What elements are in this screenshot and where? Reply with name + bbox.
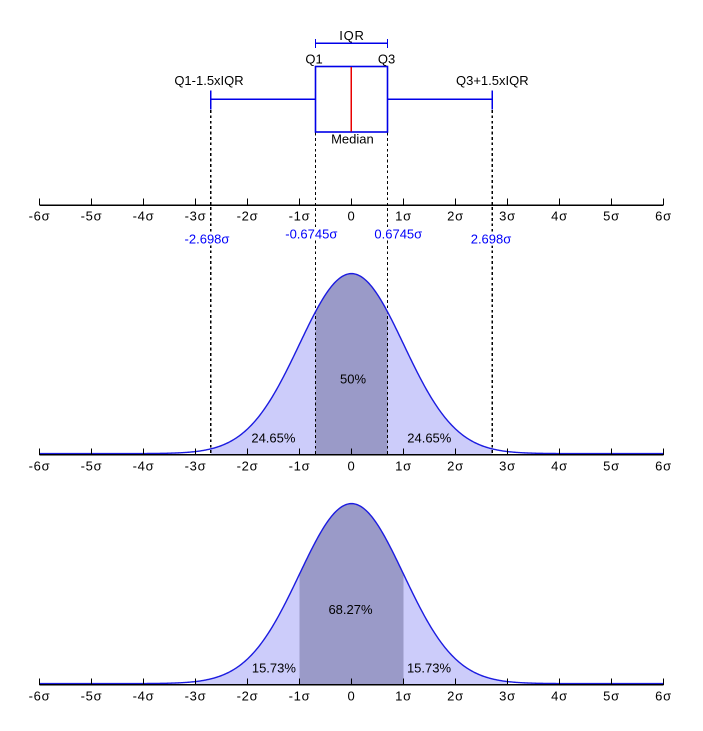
svg-text:-6σ: -6σ	[29, 689, 51, 704]
svg-text:Q1-1.5xIQR: Q1-1.5xIQR	[174, 73, 243, 88]
svg-text:4σ: 4σ	[551, 689, 568, 704]
svg-text:-1σ: -1σ	[289, 689, 311, 704]
svg-text:-6σ: -6σ	[29, 459, 51, 474]
svg-text:-3σ: -3σ	[185, 689, 207, 704]
svg-text:-3σ: -3σ	[185, 209, 207, 224]
svg-text:Median: Median	[331, 132, 374, 147]
svg-text:-4σ: -4σ	[133, 689, 155, 704]
svg-text:-4σ: -4σ	[133, 209, 155, 224]
svg-text:Q3: Q3	[378, 52, 395, 67]
svg-text:2.698σ: 2.698σ	[471, 232, 512, 247]
svg-text:15.73%: 15.73%	[407, 660, 452, 675]
svg-text:3σ: 3σ	[499, 209, 516, 224]
svg-text:68.27%: 68.27%	[328, 602, 373, 617]
svg-text:0: 0	[348, 209, 356, 224]
svg-text:1σ: 1σ	[395, 459, 412, 474]
svg-text:4σ: 4σ	[551, 459, 568, 474]
svg-text:5σ: 5σ	[603, 459, 620, 474]
svg-text:-5σ: -5σ	[81, 459, 103, 474]
svg-text:-5σ: -5σ	[81, 209, 103, 224]
svg-text:0: 0	[348, 689, 356, 704]
svg-text:Q3+1.5xIQR: Q3+1.5xIQR	[456, 73, 529, 88]
svg-text:2σ: 2σ	[447, 689, 464, 704]
svg-text:1σ: 1σ	[395, 209, 412, 224]
svg-text:1σ: 1σ	[395, 689, 412, 704]
svg-text:-1σ: -1σ	[289, 459, 311, 474]
svg-text:Q1: Q1	[305, 52, 322, 67]
svg-text:2σ: 2σ	[447, 209, 464, 224]
svg-text:6σ: 6σ	[655, 209, 672, 224]
svg-text:4σ: 4σ	[551, 209, 568, 224]
svg-text:-2σ: -2σ	[237, 459, 259, 474]
svg-text:6σ: 6σ	[655, 689, 672, 704]
svg-text:6σ: 6σ	[655, 459, 672, 474]
svg-text:-2σ: -2σ	[237, 689, 259, 704]
svg-text:2σ: 2σ	[447, 459, 464, 474]
svg-text:15.73%: 15.73%	[252, 660, 297, 675]
svg-text:-3σ: -3σ	[185, 459, 207, 474]
svg-text:-5σ: -5σ	[81, 689, 103, 704]
svg-text:-0.6745σ: -0.6745σ	[285, 226, 337, 241]
svg-text:-2σ: -2σ	[237, 209, 259, 224]
svg-text:-1σ: -1σ	[289, 209, 311, 224]
svg-text:3σ: 3σ	[499, 689, 516, 704]
svg-text:5σ: 5σ	[603, 689, 620, 704]
svg-text:0.6745σ: 0.6745σ	[374, 226, 422, 241]
svg-text:-2.698σ: -2.698σ	[185, 232, 230, 247]
svg-text:3σ: 3σ	[499, 459, 516, 474]
svg-text:-6σ: -6σ	[29, 209, 51, 224]
svg-text:50%: 50%	[340, 372, 366, 387]
svg-text:IQR: IQR	[339, 28, 365, 43]
svg-text:0: 0	[348, 459, 356, 474]
svg-text:24.65%: 24.65%	[407, 430, 452, 445]
svg-text:5σ: 5σ	[603, 209, 620, 224]
svg-text:24.65%: 24.65%	[251, 430, 296, 445]
svg-text:-4σ: -4σ	[133, 459, 155, 474]
